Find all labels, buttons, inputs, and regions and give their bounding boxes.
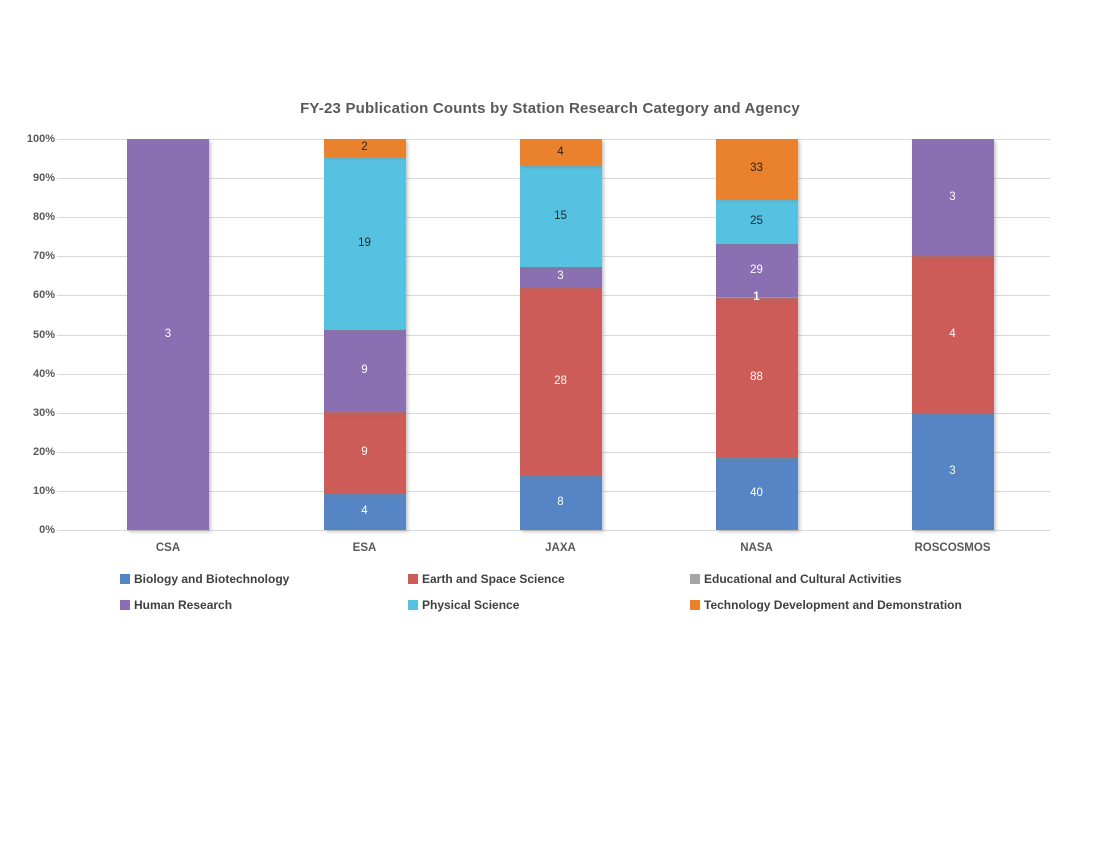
- data-label: 4: [949, 327, 956, 340]
- data-label: 25: [750, 214, 763, 227]
- data-label: 3: [949, 464, 956, 477]
- chart-title: FY-23 Publication Counts by Station Rese…: [300, 100, 800, 117]
- bar-segment: 15: [519, 165, 602, 268]
- bar-segment: 8: [519, 476, 602, 530]
- plot-area: 3 4 9 9 19 2 8 28 3 15 4 40 88 1 29 25 33 3 4 3: [57, 139, 1050, 531]
- bar-segment: 33: [715, 139, 798, 199]
- y-axis-tick-label: 100%: [26, 133, 55, 145]
- legend-swatch: [408, 600, 418, 610]
- bar-column-esa: 4 9 9 19 2: [323, 139, 406, 530]
- bar-column-csa: 3: [127, 139, 209, 530]
- legend-swatch: [120, 574, 130, 584]
- data-label: 28: [554, 374, 567, 387]
- legend-label: Human Research: [134, 598, 233, 612]
- bar-segment: 29: [715, 244, 798, 297]
- legend-label: Physical Science: [422, 598, 520, 612]
- data-label: 88: [750, 371, 763, 384]
- data-label: 29: [750, 263, 763, 276]
- data-label: 4: [557, 145, 564, 158]
- bar-column-nasa: 40 88 1 29 25 33: [715, 139, 798, 530]
- data-label: 1: [753, 290, 760, 303]
- x-axis-label: CSA: [155, 542, 181, 554]
- data-label: 15: [554, 209, 567, 222]
- bar-segment: 2: [323, 139, 406, 158]
- legend-swatch: [690, 574, 700, 584]
- legend-item: Human Research: [120, 598, 232, 612]
- legend-label: Biology and Biotechnology: [134, 572, 290, 586]
- y-axis-tick-label: 90%: [32, 172, 55, 185]
- bar-segment: 25: [715, 198, 798, 244]
- legend-item: Earth and Space Science: [408, 572, 565, 586]
- bar-segment: 9: [323, 329, 406, 412]
- bar-segment: 1: [715, 291, 798, 302]
- data-label: 3: [557, 270, 564, 283]
- data-label: 33: [750, 162, 763, 175]
- y-axis-tick-label: 60%: [32, 289, 55, 302]
- y-axis-tick-label: 30%: [32, 406, 55, 419]
- x-axis-label: JAXA: [545, 542, 576, 554]
- legend-label: Technology Development and Demonstration: [704, 598, 962, 612]
- bar-segment: 3: [127, 139, 209, 530]
- data-label: 8: [557, 496, 564, 509]
- data-label: 3: [949, 190, 956, 203]
- bar-segment: 4: [911, 256, 994, 413]
- legend-swatch: [408, 574, 418, 584]
- x-axis-label: NASA: [740, 542, 773, 554]
- data-label: 3: [164, 327, 172, 340]
- bar-column-jaxa: 8 28 3 15 4: [519, 139, 602, 530]
- legend-swatch: [120, 600, 130, 610]
- bar-segment: 40: [715, 457, 798, 530]
- bar-segment: 3: [911, 139, 994, 257]
- legend-item: Biology and Biotechnology: [120, 572, 289, 586]
- legend-item: Physical Science: [408, 598, 519, 612]
- data-label: 4: [361, 505, 368, 518]
- bar-segment: 9: [323, 411, 406, 494]
- legend-swatch: [690, 600, 700, 610]
- legend-label: Earth and Space Science: [422, 572, 565, 586]
- y-axis-tick-label: 80%: [32, 211, 55, 224]
- y-axis-tick-label: 50%: [32, 328, 55, 341]
- legend-label: Educational and Cultural Activities: [704, 572, 902, 586]
- x-axis-label: ROSCOSMOS: [914, 542, 991, 554]
- data-label: 40: [750, 487, 763, 500]
- legend-item: Technology Development and Demonstration: [690, 598, 962, 612]
- x-axis-label: ESA: [352, 542, 377, 554]
- y-axis-tick-label: 10%: [32, 484, 55, 497]
- bar-segment: 3: [911, 412, 994, 530]
- bar-segment: 3: [519, 267, 602, 288]
- data-label: 9: [361, 445, 368, 458]
- bar-segment: 19: [323, 157, 406, 330]
- bar-segment: 4: [519, 139, 602, 166]
- data-label: 19: [358, 236, 371, 249]
- y-axis-tick-label: 40%: [32, 367, 55, 380]
- bar-segment: 88: [715, 298, 798, 458]
- bar-segment: 4: [323, 493, 406, 530]
- data-label: 9: [361, 364, 368, 377]
- data-label: 2: [361, 141, 368, 154]
- bar-column-roscosmos: 3 4 3: [911, 139, 994, 530]
- y-axis-tick-label: 70%: [32, 250, 55, 263]
- y-axis-tick-label: 20%: [32, 445, 55, 458]
- y-axis-tick-label: 0%: [39, 524, 55, 536]
- legend-item: Educational and Cultural Activities: [690, 572, 902, 586]
- bar-segment: 28: [519, 287, 602, 477]
- gridline: [57, 530, 1050, 531]
